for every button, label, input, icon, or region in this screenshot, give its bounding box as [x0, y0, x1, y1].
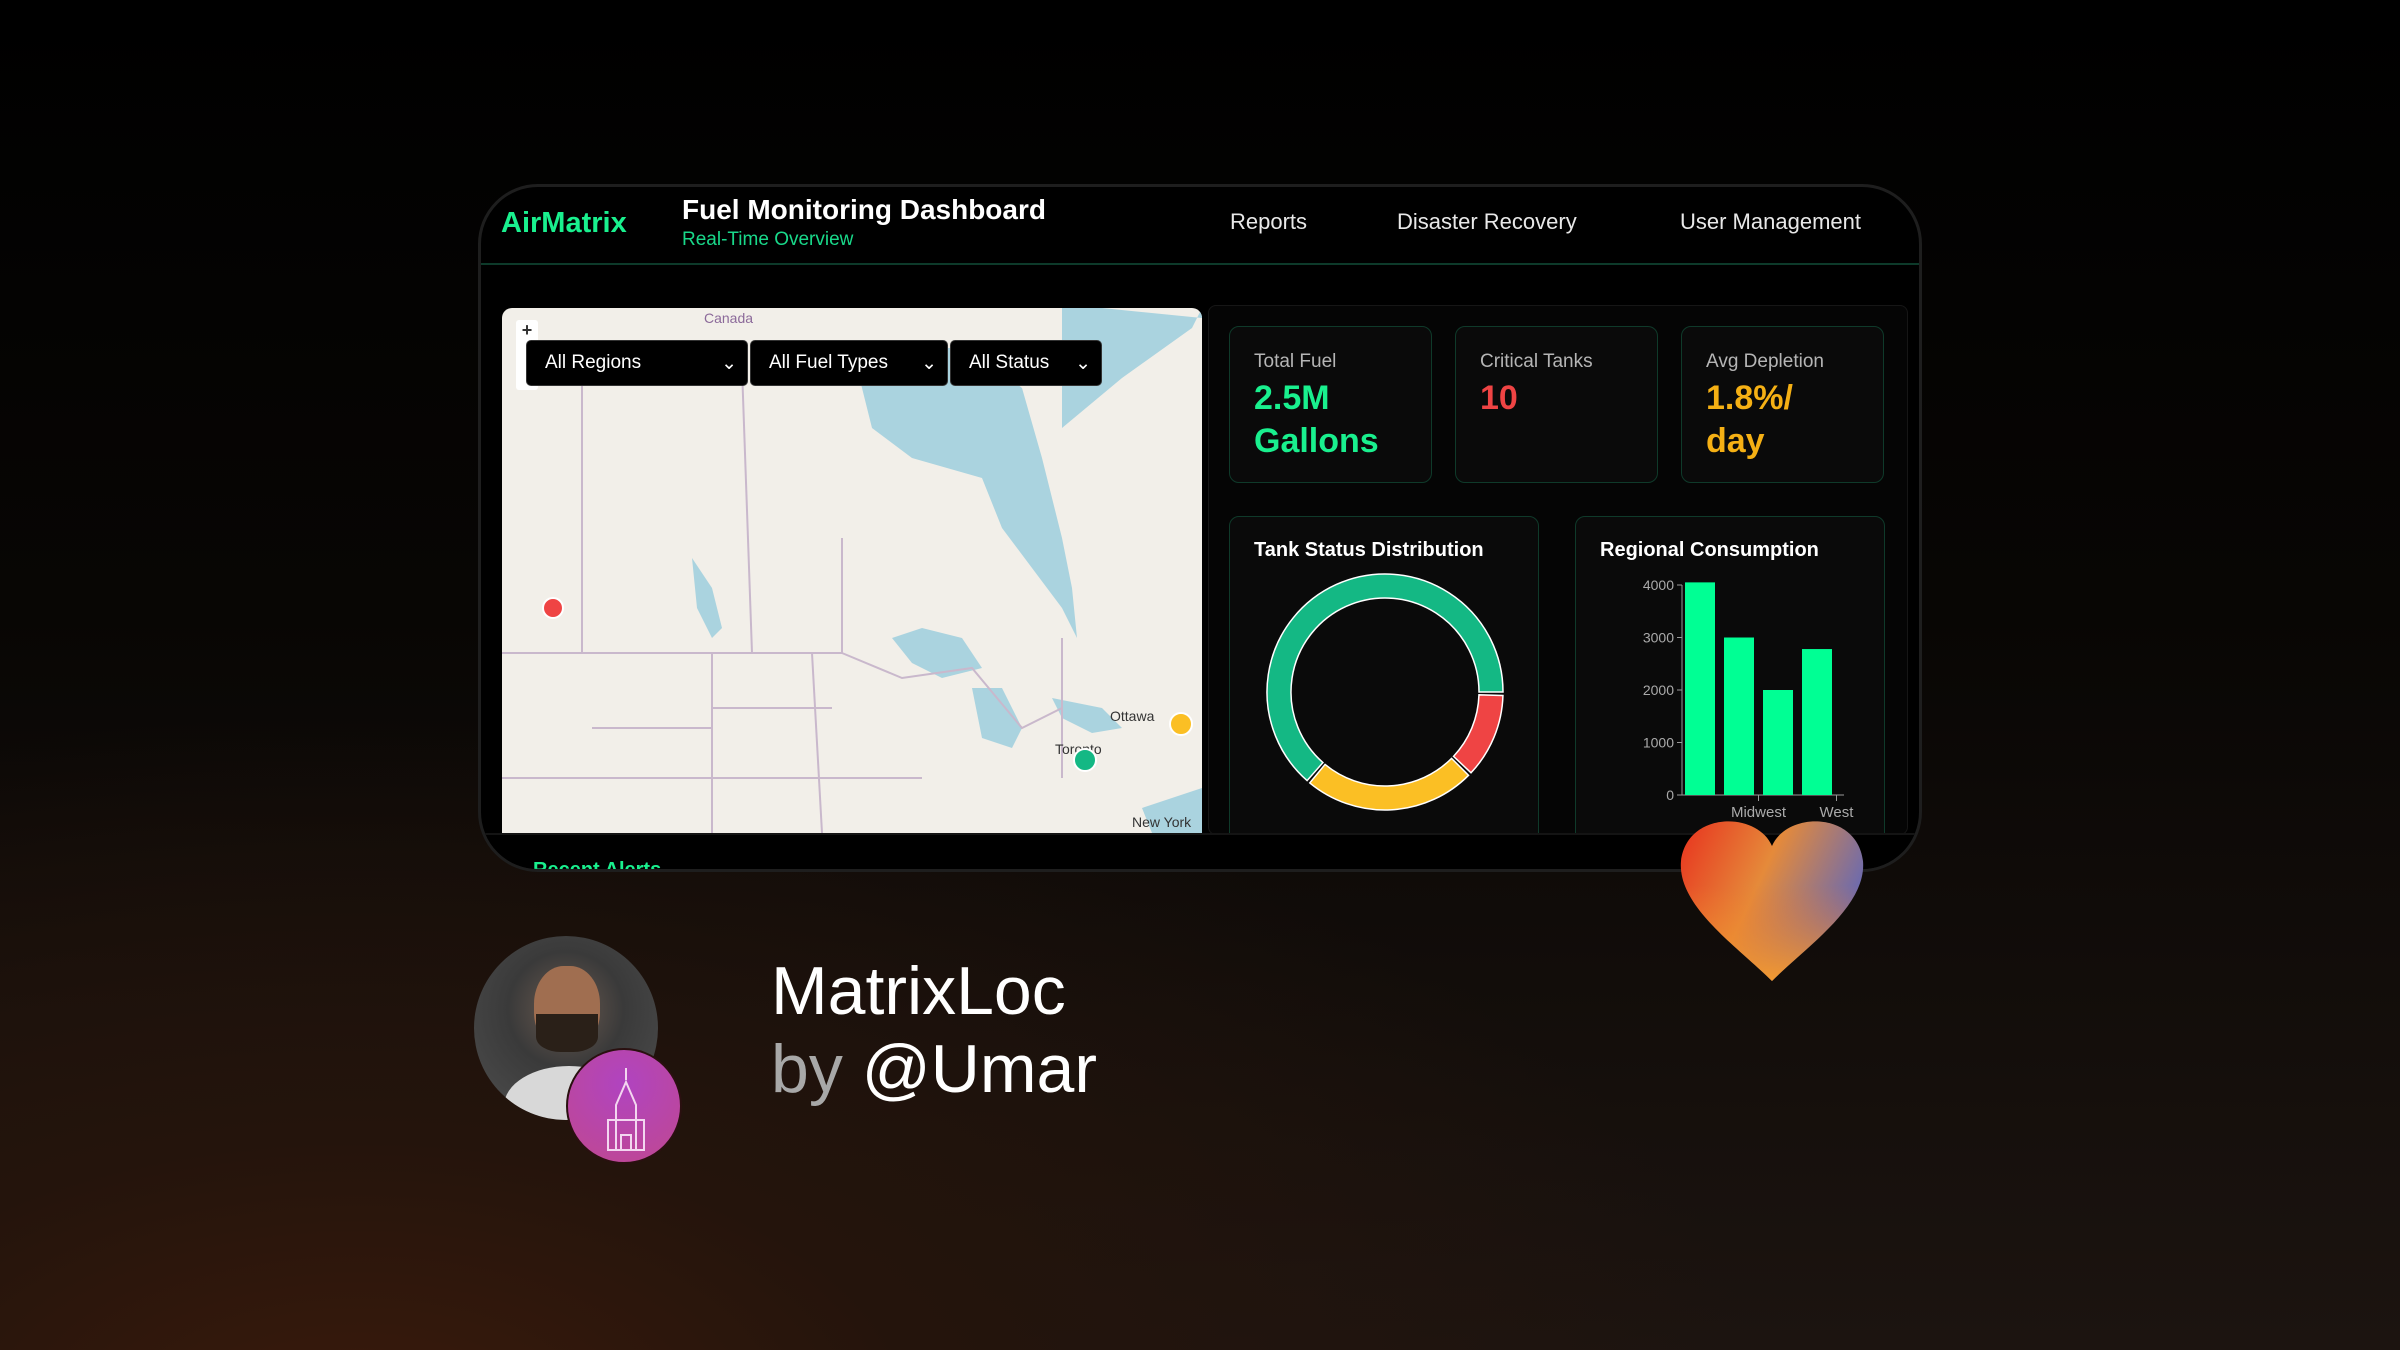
map-label-canada: Canada	[704, 310, 754, 326]
recent-alerts-heading[interactable]: Recent Alerts	[533, 859, 662, 872]
map-tiles	[502, 308, 1202, 833]
nav-user-management[interactable]: User Management	[1680, 209, 1861, 234]
marker-warning[interactable]	[1169, 712, 1193, 736]
chart-title: Tank Status Distribution	[1254, 539, 1484, 561]
map[interactable]: Canada Ottawa Toronto New York + All Reg…	[502, 308, 1202, 833]
bar[interactable]	[1763, 690, 1793, 795]
bar[interactable]	[1802, 649, 1832, 795]
chevron-down-icon: ⌄	[1075, 352, 1091, 374]
fuel-type-select-value: All Fuel Types	[769, 352, 888, 373]
credit-byline: by @Umar	[771, 1030, 1097, 1108]
region-select-value: All Regions	[545, 352, 642, 373]
nav-reports[interactable]: Reports	[1230, 209, 1308, 234]
map-label-ottawa: Ottawa	[1110, 708, 1155, 724]
bar[interactable]	[1724, 637, 1754, 796]
stat-label: Avg Depletion	[1706, 351, 1824, 372]
stat-label: Critical Tanks	[1480, 351, 1593, 372]
chevron-down-icon: ⌄	[721, 352, 737, 374]
donut-slice[interactable]	[1266, 573, 1504, 782]
page-subtitle: Real-Time Overview	[682, 229, 854, 250]
regional-consumption-card: Regional Consumption 0 1000 2000 3000 4000 Mi…	[1575, 516, 1885, 856]
marker-critical[interactable]	[542, 597, 564, 619]
stat-label: Total Fuel	[1254, 351, 1337, 372]
y-tick-label: 4000	[1643, 577, 1674, 593]
tank-status-card: Tank Status Distribution	[1229, 516, 1539, 856]
y-tick-label: 3000	[1643, 630, 1674, 646]
map-label-new-york: New York	[1132, 814, 1192, 830]
x-tick-label: Midwest	[1731, 804, 1787, 821]
stat-value: 2.5M Gallons	[1254, 379, 1379, 460]
nav-disaster-recovery[interactable]: Disaster Recovery	[1397, 209, 1577, 234]
logo[interactable]: AirMatrix	[501, 207, 627, 239]
dashboard-window: AirMatrix Fuel Monitoring Dashboard Real…	[478, 184, 1922, 872]
header: AirMatrix Fuel Monitoring Dashboard Real…	[481, 187, 1919, 265]
y-tick-label: 1000	[1643, 735, 1674, 751]
donut-slice[interactable]	[1308, 757, 1470, 811]
filter-bar: All Regions ⌄ All Fuel Types ⌄ All Status ⌄	[526, 340, 1102, 386]
stat-value: 1.8%/ day	[1706, 379, 1793, 460]
church-badge-icon	[566, 1048, 682, 1164]
stat-total-fuel: Total Fuel 2.5M Gallons	[1229, 326, 1432, 483]
donut-slice[interactable]	[1452, 694, 1504, 774]
chevron-down-icon: ⌄	[921, 352, 937, 374]
credit-by: by	[771, 1031, 843, 1107]
heart-icon	[1680, 821, 1864, 981]
bar[interactable]	[1685, 582, 1715, 795]
stat-value: 10	[1480, 379, 1518, 417]
marker-normal[interactable]	[1073, 748, 1097, 772]
stats-panel: Total Fuel 2.5M Gallons Critical Tanks 1…	[1208, 305, 1908, 856]
stat-avg-depletion: Avg Depletion 1.8%/ day	[1681, 326, 1884, 483]
y-tick-label: 0	[1666, 787, 1674, 803]
bottom-bar	[481, 833, 1919, 869]
donut-chart	[1266, 573, 1504, 811]
fuel-type-select[interactable]: All Fuel Types ⌄	[750, 340, 948, 386]
chart-title: Regional Consumption	[1600, 539, 1819, 561]
y-tick-label: 2000	[1643, 682, 1674, 698]
bar-chart: 0 1000 2000 3000 4000 Midwest West	[1643, 577, 1855, 821]
region-select[interactable]: All Regions ⌄	[526, 340, 748, 386]
status-select[interactable]: All Status ⌄	[950, 340, 1102, 386]
x-tick-label: West	[1820, 804, 1855, 821]
status-select-value: All Status	[969, 352, 1050, 373]
credit-handle[interactable]: @Umar	[861, 1031, 1097, 1107]
credit-name: MatrixLoc	[771, 953, 1066, 1029]
stat-critical-tanks: Critical Tanks 10	[1455, 326, 1658, 483]
page-title: Fuel Monitoring Dashboard	[682, 194, 1046, 225]
